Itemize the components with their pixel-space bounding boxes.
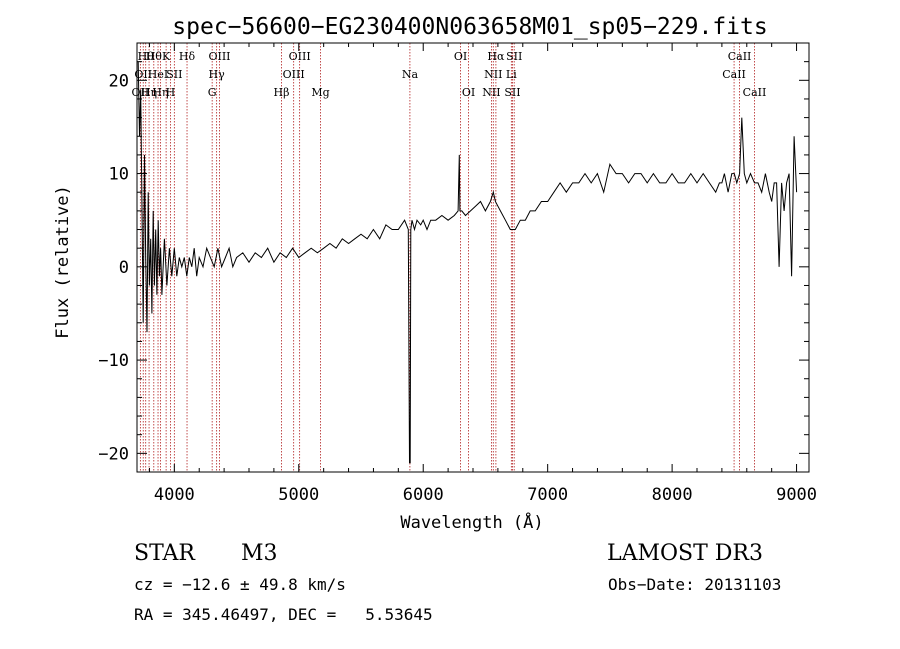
line-marker-lines [139, 43, 755, 472]
line-marker-label: Hη [141, 86, 157, 99]
line-marker-label: Li [506, 68, 517, 81]
line-marker-label: NII [484, 68, 502, 81]
y-tick-label: 0 [119, 258, 129, 278]
line-marker-label: Mg [311, 86, 329, 99]
line-marker-label: OI [454, 50, 467, 63]
line-marker-label: Hδ [179, 50, 196, 63]
y-tick-label: −10 [98, 351, 129, 371]
line-marker-label: CaII [722, 68, 746, 81]
line-marker-label: OIII [208, 50, 230, 63]
y-tick-label: 10 [109, 165, 129, 185]
line-marker-label: OIII [289, 50, 311, 63]
line-marker-label: OI [462, 86, 475, 99]
survey-name: LAMOST DR3 [607, 541, 763, 566]
line-marker-label: Hθ [138, 50, 155, 63]
line-marker-label: SII [506, 50, 522, 63]
y-tick-label: −20 [98, 444, 129, 464]
line-marker-labels: OIIOIIHθHηHθHeIHηKHSIIHδGHγOIIIHβOIIIOII… [132, 50, 767, 99]
line-marker-label: Hγ [209, 68, 226, 81]
spectrum-line [137, 61, 798, 464]
line-marker-label: NII [482, 86, 500, 99]
observation-date: Obs−Date: 20131103 [608, 575, 781, 594]
x-tick-label: 8000 [652, 485, 693, 505]
y-tick-label: 20 [109, 71, 129, 91]
line-marker-label: Hη [152, 86, 168, 99]
redshift-cz: cz = −12.6 ± 49.8 km/s [134, 575, 346, 594]
x-tick-label: 9000 [776, 485, 817, 505]
line-marker-label: K [162, 50, 171, 63]
line-marker-label: H [166, 86, 176, 99]
line-marker-label: Hθ [146, 50, 163, 63]
chart-title: spec−56600−EG230400N063658M01_sp05−229.f… [172, 14, 767, 40]
object-subclass: M3 [241, 541, 278, 566]
x-axis-label: Wavelength (Å) [400, 511, 543, 533]
y-axis-label: Flux (relative) [53, 185, 73, 339]
line-marker-label: G [208, 86, 217, 99]
line-marker-label: Na [402, 68, 419, 81]
x-tick-label: 5000 [278, 485, 319, 505]
line-marker-label: OIII [283, 68, 305, 81]
object-type: STAR [134, 541, 196, 566]
y-axis: −20 −10 0 10 20 [98, 42, 809, 473]
ra-dec-coordinates: RA = 345.46497, DEC = 5.53645 [134, 605, 433, 624]
line-marker-label: Hβ [274, 86, 290, 99]
line-marker-label: CaII [743, 86, 767, 99]
line-marker-label: SII [504, 86, 520, 99]
line-marker-label: Hα [487, 50, 505, 63]
line-marker-label: HeI [148, 68, 168, 81]
plot-frame [136, 42, 810, 473]
line-marker-label: CaII [728, 50, 752, 63]
x-tick-label: 6000 [403, 485, 444, 505]
line-marker-label: SII [166, 68, 182, 81]
x-tick-label: 4000 [154, 485, 195, 505]
x-axis: 4000 5000 6000 7000 8000 9000 [148, 43, 817, 505]
x-tick-label: 7000 [527, 485, 568, 505]
